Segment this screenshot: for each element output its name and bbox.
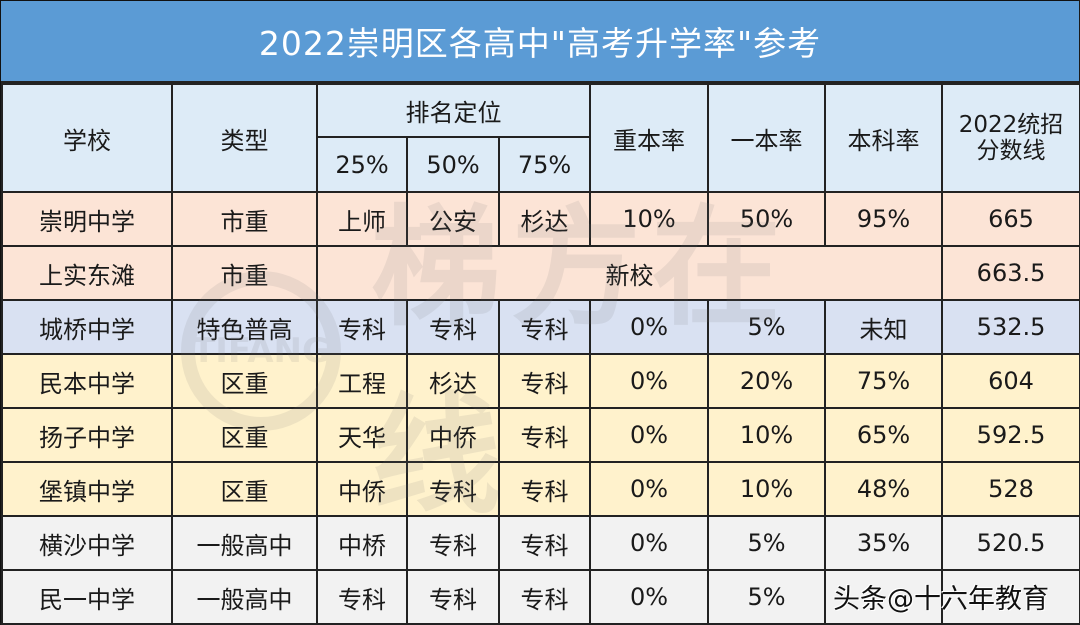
cell-p25: 工程 — [316, 353, 408, 409]
table-row: 城桥中学 特色普高 专科 专科 专科 0% 5% 未知 532.5 — [1, 299, 1080, 355]
admission-rate-table: 学校 类型 排名定位 重本率 一本率 本科率 2022统招 分数线 25% 50… — [1, 83, 1080, 625]
cell-p75: 专科 — [497, 461, 592, 517]
cell-undergrad-rate — [824, 569, 944, 625]
cell-school: 上实东滩 — [1, 245, 173, 301]
cell-cutoff: 665 — [941, 191, 1080, 247]
table-row: 横沙中学 一般高中 中桥 专科 专科 0% 5% 35% 520.5 — [1, 515, 1080, 571]
cell-p50: 公安 — [406, 191, 500, 247]
cell-p25: 中侨 — [316, 461, 408, 517]
cell-key-rate: 0% — [589, 353, 710, 409]
header-key-rate: 重本率 — [589, 83, 710, 193]
cell-undergrad-rate: 35% — [824, 515, 944, 571]
cell-tier1-rate: 50% — [707, 191, 827, 247]
cell-cutoff: 528 — [941, 461, 1080, 517]
cell-p25: 上师 — [316, 191, 408, 247]
cell-p75: 专科 — [497, 515, 592, 571]
cell-tier1-rate: 5% — [707, 515, 827, 571]
cell-key-rate: 0% — [589, 569, 710, 625]
cell-school: 堡镇中学 — [1, 461, 173, 517]
cell-type: 区重 — [171, 353, 318, 409]
cell-type: 一般高中 — [171, 515, 318, 571]
cell-p25: 专科 — [316, 299, 408, 355]
header-undergrad-rate: 本科率 — [824, 83, 944, 193]
cell-undergrad-rate: 未知 — [824, 299, 944, 355]
cell-undergrad-rate: 65% — [824, 407, 944, 463]
cell-undergrad-rate: 95% — [824, 191, 944, 247]
cell-school: 崇明中学 — [1, 191, 173, 247]
cell-cutoff — [941, 569, 1080, 625]
table-row: 崇明中学 市重 上师 公安 杉达 10% 50% 95% 665 — [1, 191, 1080, 247]
cell-p25: 专科 — [316, 569, 408, 625]
cell-p25: 天华 — [316, 407, 408, 463]
cell-new-school: 新校 — [315, 245, 944, 301]
table-row: 民本中学 区重 工程 杉达 专科 0% 20% 75% 604 — [1, 353, 1080, 409]
cell-tier1-rate: 5% — [707, 569, 827, 625]
cell-type: 区重 — [171, 461, 318, 517]
cell-school: 民本中学 — [1, 353, 173, 409]
cell-undergrad-rate: 75% — [824, 353, 944, 409]
cell-cutoff: 604 — [941, 353, 1080, 409]
header-school: 学校 — [1, 83, 173, 193]
header-cutoff-line2: 分数线 — [976, 138, 1046, 164]
cell-p75: 专科 — [497, 353, 592, 409]
header-tier1-rate: 一本率 — [707, 83, 827, 193]
cell-p50: 专科 — [406, 299, 500, 355]
cell-p50: 专科 — [406, 461, 500, 517]
cell-p50: 杉达 — [406, 353, 500, 409]
table-row: 扬子中学 区重 天华 中侨 专科 0% 10% 65% 592.5 — [1, 407, 1080, 463]
cell-tier1-rate: 20% — [707, 353, 827, 409]
table-row: 民一中学 一般高中 专科 专科 专科 0% 5% — [1, 569, 1080, 625]
cell-p50: 中侨 — [406, 407, 500, 463]
cell-school: 民一中学 — [1, 569, 173, 625]
header-type: 类型 — [171, 83, 318, 193]
header-cutoff-line1: 2022统招 — [958, 112, 1064, 138]
cell-cutoff: 592.5 — [941, 407, 1080, 463]
header-p75: 75% — [497, 136, 592, 193]
header-p25: 25% — [316, 136, 408, 193]
header-ranking: 排名定位 — [315, 83, 592, 138]
cell-tier1-rate: 10% — [707, 461, 827, 517]
cell-key-rate: 0% — [589, 461, 710, 517]
cell-cutoff: 520.5 — [941, 515, 1080, 571]
header-p50: 50% — [406, 136, 500, 193]
cell-p75: 专科 — [497, 407, 592, 463]
cell-key-rate: 10% — [589, 191, 710, 247]
cell-type: 特色普高 — [171, 299, 318, 355]
cell-type: 区重 — [171, 407, 318, 463]
cell-p75: 专科 — [497, 569, 592, 625]
cell-tier1-rate: 10% — [707, 407, 827, 463]
cell-p25: 中桥 — [316, 515, 408, 571]
cell-cutoff: 663.5 — [941, 245, 1080, 301]
header-cutoff: 2022统招 分数线 — [941, 83, 1080, 193]
cell-type: 市重 — [171, 245, 318, 301]
cell-school: 城桥中学 — [1, 299, 173, 355]
cell-p50: 专科 — [406, 569, 500, 625]
cell-key-rate: 0% — [589, 407, 710, 463]
table-title: 2022崇明区各高中"高考升学率"参考 — [1, 1, 1079, 83]
cell-type: 市重 — [171, 191, 318, 247]
cell-type: 一般高中 — [171, 569, 318, 625]
cell-p75: 专科 — [497, 299, 592, 355]
cell-tier1-rate: 5% — [707, 299, 827, 355]
cell-cutoff: 532.5 — [941, 299, 1080, 355]
table-row: 堡镇中学 区重 中侨 专科 专科 0% 10% 48% 528 — [1, 461, 1080, 517]
cell-school: 横沙中学 — [1, 515, 173, 571]
cell-key-rate: 0% — [589, 299, 710, 355]
cell-key-rate: 0% — [589, 515, 710, 571]
cell-school: 扬子中学 — [1, 407, 173, 463]
table-row: 上实东滩 市重 新校 663.5 — [1, 245, 1080, 301]
cell-p75: 杉达 — [497, 191, 592, 247]
cell-p50: 专科 — [406, 515, 500, 571]
cell-undergrad-rate: 48% — [824, 461, 944, 517]
